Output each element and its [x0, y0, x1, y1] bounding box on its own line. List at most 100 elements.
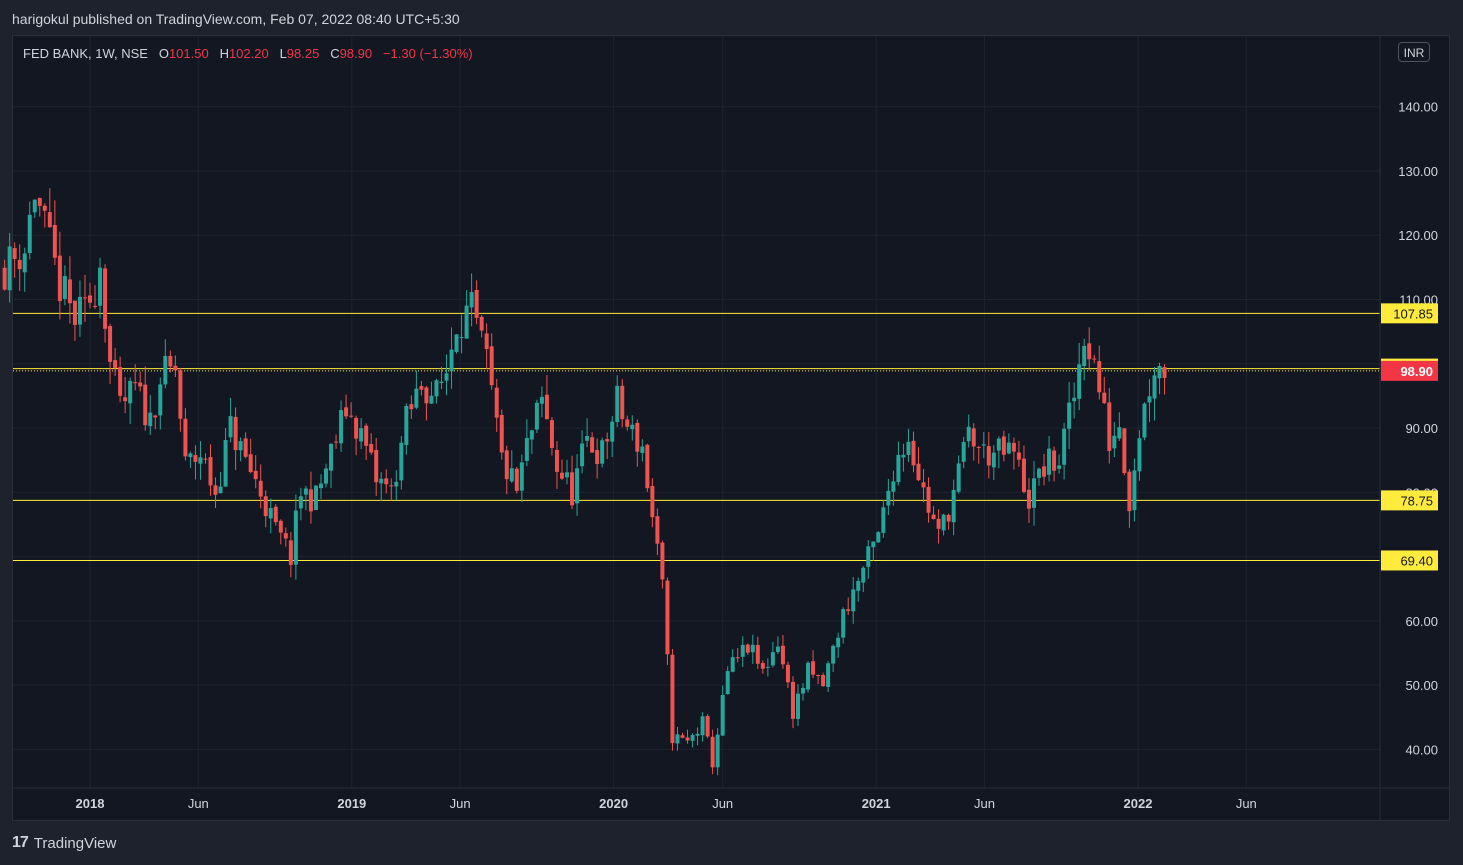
candle-body	[931, 514, 936, 520]
candle	[1117, 412, 1122, 441]
candle-body	[705, 715, 710, 737]
candle	[801, 683, 806, 701]
level-label-bg	[1381, 550, 1438, 571]
candle	[1006, 433, 1011, 455]
candle-body	[263, 496, 268, 517]
candle-body	[318, 483, 323, 489]
candle-body	[429, 395, 434, 404]
candle	[1087, 327, 1092, 371]
candle-body	[344, 407, 349, 417]
level-label-bg	[1381, 303, 1438, 324]
candle	[198, 441, 203, 480]
candle	[600, 437, 605, 468]
candle-body	[795, 693, 800, 720]
candle	[469, 273, 474, 327]
candle-body	[886, 490, 891, 506]
candle-body	[17, 259, 22, 270]
candle	[464, 290, 469, 339]
candle-body	[379, 478, 384, 484]
candle	[288, 532, 293, 578]
candle-body	[22, 253, 27, 273]
candle-body	[580, 443, 585, 467]
candle	[409, 395, 414, 420]
candle-body	[906, 441, 911, 455]
candle	[725, 666, 730, 695]
candle	[344, 394, 349, 419]
candle	[951, 479, 956, 536]
x-tick-label: Jun	[188, 796, 209, 811]
candle	[760, 660, 765, 674]
x-tick-label: 2019	[337, 796, 366, 811]
candle-body	[605, 439, 610, 442]
candle	[595, 438, 600, 479]
candle	[590, 432, 595, 453]
candle	[474, 280, 479, 325]
candle	[961, 436, 966, 469]
candle	[735, 648, 740, 663]
candle-body	[42, 205, 47, 211]
candle-body	[675, 734, 680, 744]
candle	[1122, 427, 1127, 476]
candle-body	[424, 387, 429, 404]
candle-body	[439, 381, 444, 383]
candle	[891, 470, 896, 506]
candle	[208, 444, 213, 496]
level-label: 78.75	[1400, 493, 1433, 508]
x-tick-label: Jun	[974, 796, 995, 811]
candle-body	[303, 488, 308, 495]
candle-body	[1162, 367, 1167, 378]
candle	[956, 455, 961, 494]
candle	[665, 577, 670, 665]
candle-body	[514, 468, 519, 491]
candle-body	[474, 289, 479, 318]
candle	[675, 726, 680, 751]
candle-body	[780, 645, 785, 665]
candle-body	[590, 437, 595, 453]
candle-body	[449, 349, 454, 372]
candle	[253, 455, 258, 489]
candle	[685, 729, 690, 744]
candle	[630, 415, 635, 441]
candle	[243, 432, 248, 459]
candle-body	[173, 365, 178, 371]
candle-body	[549, 420, 554, 448]
candle	[680, 732, 685, 739]
candle-body	[434, 380, 439, 397]
candle-body	[1152, 375, 1157, 399]
y-tick-label: 130.00	[1398, 164, 1438, 179]
symbol-name[interactable]: FED BANK, 1W, NSE	[23, 46, 148, 61]
candle-body	[745, 644, 750, 653]
footer-brand[interactable]: 17 TradingView	[12, 834, 116, 852]
candle-body	[108, 326, 113, 362]
y-tick-label: 90.00	[1405, 421, 1438, 436]
candle	[278, 519, 283, 545]
candle-body	[981, 444, 986, 446]
candle	[926, 477, 931, 523]
candle-body	[103, 268, 108, 329]
candle-body	[881, 507, 886, 533]
candle-body	[288, 540, 293, 565]
candle-body	[725, 671, 730, 695]
candle-body	[519, 462, 524, 491]
candle	[655, 508, 660, 556]
candle	[1097, 345, 1102, 400]
candle-body	[128, 380, 133, 404]
currency-badge[interactable]: INR	[1398, 42, 1430, 62]
candle-body	[218, 486, 223, 494]
open-label: O	[158, 46, 169, 61]
candle	[529, 429, 534, 454]
candle	[434, 378, 439, 404]
candle	[2, 259, 7, 291]
close-label: C	[330, 46, 340, 61]
candle-body	[841, 609, 846, 638]
candle	[565, 459, 570, 485]
candles	[2, 188, 1167, 776]
x-tick-label: Jun	[712, 796, 733, 811]
candle	[1057, 454, 1062, 474]
candle-body	[253, 470, 258, 480]
candle-body	[785, 664, 790, 683]
candle-body	[1006, 442, 1011, 454]
candle-body	[1011, 442, 1016, 452]
candle-body	[971, 428, 976, 447]
